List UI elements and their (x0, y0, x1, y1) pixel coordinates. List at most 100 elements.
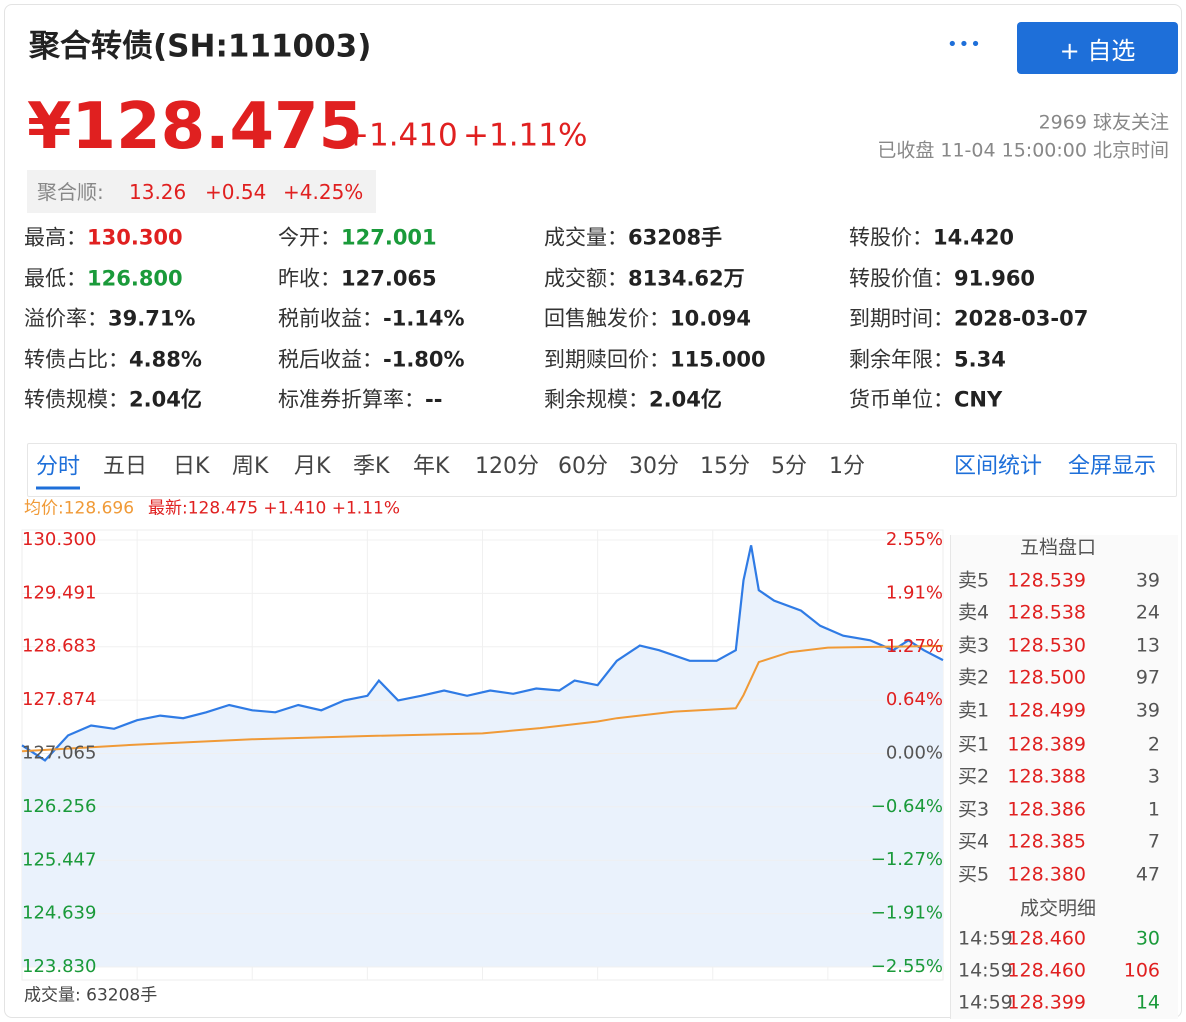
side: 买2 (958, 765, 990, 788)
followers: 2969 球友关注 (1038, 111, 1169, 134)
tab[interactable]: 30分 (629, 454, 679, 479)
y2-tick-label: −2.55% (871, 956, 943, 977)
tab[interactable]: 月K (294, 454, 331, 479)
tab[interactable]: 120分 (475, 454, 539, 479)
stat-value: -- (425, 387, 443, 412)
tab[interactable]: 五日 (103, 454, 148, 479)
change-pct: +1.11% (463, 117, 588, 154)
y-tick-label: 129.491 (22, 582, 96, 603)
stat: 转股价值：91.960 (849, 266, 1035, 291)
more-button[interactable]: ••• (947, 34, 982, 55)
stat: 到期赎回价：115.000 (544, 347, 766, 372)
y2-tick-label: −1.91% (871, 902, 943, 923)
y-tick-label: 123.830 (22, 956, 96, 977)
tool[interactable]: 区间统计 (954, 454, 1043, 479)
stat: 今开：127.001 (278, 225, 437, 250)
book-volume: 39 (1135, 569, 1160, 592)
stat: 成交量：63208手 (544, 225, 722, 250)
button-label: + 自选 (1059, 36, 1136, 65)
stat: 剩余规模：2.04亿 (544, 387, 722, 412)
stat: 剩余年限：5.34 (849, 347, 1006, 372)
stat-label: 昨收： (278, 266, 341, 291)
stat-label: 转债规模： (24, 387, 129, 412)
stat-label: 最高： (24, 225, 87, 250)
tab[interactable]: 60分 (558, 454, 608, 479)
stat-label: 成交额： (544, 266, 628, 291)
stat-value: 127.065 (341, 266, 437, 291)
book-volume: 7 (1147, 830, 1160, 853)
stat: 税前收益：-1.14% (278, 306, 465, 331)
tab[interactable]: 年K (413, 454, 450, 479)
stat-label: 成交量： (544, 225, 628, 250)
book-volume: 47 (1135, 863, 1160, 886)
tab[interactable]: 日K (173, 454, 210, 479)
stat-label: 回售触发价： (544, 306, 670, 331)
stat: 转债规模：2.04亿 (24, 387, 202, 412)
stat: 转股价：14.420 (849, 225, 1015, 250)
side: 买3 (958, 798, 990, 821)
order-book-title: 五档盘口 (1020, 536, 1097, 559)
stat-value: 8134.62万 (628, 266, 745, 291)
stat: 最低：126.800 (24, 266, 183, 291)
y-tick-label: 126.256 (22, 796, 96, 817)
y2-tick-label: −1.27% (871, 849, 943, 870)
side: 卖4 (958, 601, 990, 624)
book-price: 128.539 (1007, 569, 1086, 592)
book-volume: 39 (1135, 699, 1160, 722)
underlying-stock[interactable]: 聚合顺: 13.26 +0.54 +4.25% (27, 170, 376, 213)
book-volume: 1 (1147, 798, 1160, 821)
stat-label: 到期赎回价： (544, 347, 670, 372)
book-volume: 13 (1135, 634, 1160, 657)
stat-label: 最低： (24, 266, 87, 291)
tab[interactable]: 5分 (771, 454, 807, 479)
stock-label: 聚合顺: (37, 180, 104, 204)
stat-value: 2.04亿 (649, 387, 722, 412)
add-watchlist-button[interactable]: + 自选 (1017, 22, 1178, 74)
y-tick-label: 124.639 (22, 903, 96, 924)
stat-value: CNY (954, 387, 1003, 412)
market-status: 已收盘 11-04 15:00:00 北京时间 (877, 139, 1169, 162)
stat-label: 转股价值： (849, 266, 954, 291)
tab[interactable]: 季K (353, 454, 390, 479)
book-price: 128.380 (1007, 863, 1086, 886)
stat-label: 税前收益： (278, 306, 383, 331)
book-price: 128.386 (1007, 798, 1086, 821)
book-price: 128.499 (1007, 699, 1086, 722)
tool[interactable]: 全屏显示 (1068, 454, 1157, 479)
book-volume: 97 (1135, 666, 1160, 689)
stat-value: 39.71% (108, 306, 196, 331)
stat-value: 5.34 (954, 347, 1006, 372)
tab[interactable]: 1分 (829, 454, 865, 479)
y-tick-label: 128.683 (22, 636, 96, 657)
book-price: 128.385 (1007, 830, 1086, 853)
volume-label: 成交量: 63208手 (24, 985, 158, 1006)
y2-tick-label: 0.00% (886, 743, 943, 764)
stat: 溢价率：39.71% (24, 306, 196, 331)
price-line (21, 545, 944, 762)
avg-line (21, 644, 944, 753)
side: 卖1 (958, 699, 990, 722)
stat-value: 130.300 (87, 225, 183, 250)
stat: 成交额：8134.62万 (544, 266, 745, 291)
stat-value: 14.420 (933, 225, 1015, 250)
legend-latest: 最新:128.475 +1.410 +1.11% (148, 498, 400, 519)
trade-volume: 30 (1135, 927, 1160, 950)
book-price: 128.500 (1007, 666, 1086, 689)
tab[interactable]: 分时 (36, 456, 81, 490)
trade-time: 14:59 (958, 959, 1013, 982)
book-volume: 2 (1147, 733, 1160, 756)
y2-tick-label: 1.91% (886, 583, 943, 604)
book-volume: 3 (1147, 765, 1160, 788)
stat-value: 127.001 (341, 225, 437, 250)
tab[interactable]: 15分 (700, 454, 750, 479)
price-area (22, 545, 943, 967)
stat-label: 到期时间： (849, 306, 954, 331)
side: 卖5 (958, 569, 990, 592)
stat-value: 2.04亿 (129, 387, 202, 412)
stat: 标准券折算率：-- (278, 387, 443, 412)
stock-change-pct: +4.25% (283, 180, 364, 204)
trade-price: 128.460 (1007, 959, 1086, 982)
tab[interactable]: 周K (232, 454, 269, 479)
y-tick-label: 125.447 (22, 849, 96, 870)
